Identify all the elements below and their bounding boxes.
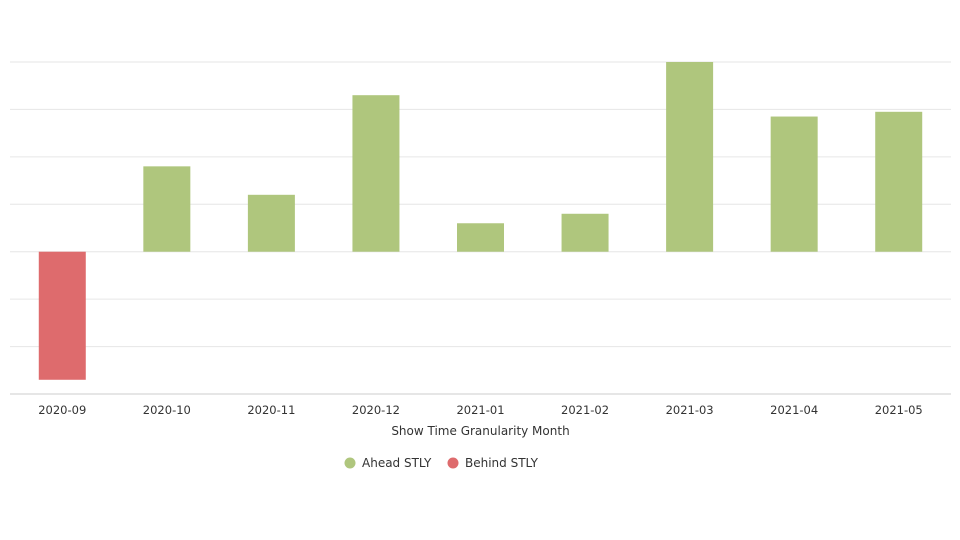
bar-2021-02[interactable] (561, 213, 609, 252)
x-tick-label: 2020-09 (38, 403, 86, 417)
bar-2021-05[interactable] (875, 111, 923, 252)
legend-marker-ahead[interactable] (344, 457, 356, 469)
x-axis-title: Show Time Granularity Month (391, 424, 569, 438)
bar-2020-11[interactable] (247, 194, 295, 252)
bar-2020-10[interactable] (143, 166, 191, 252)
bars (38, 62, 923, 380)
x-tick-label: 2021-03 (666, 403, 714, 417)
legend-marker-behind[interactable] (447, 457, 459, 469)
bar-2021-01[interactable] (457, 223, 504, 252)
x-tick-labels: 2020-09 2020-10 2020-11 2020-12 2021-01 2021-… (38, 403, 923, 417)
bar-2021-03[interactable] (666, 62, 714, 252)
x-tick-label: 2021-01 (456, 403, 504, 417)
x-tick-label: 2021-02 (561, 403, 609, 417)
x-tick-label: 2020-10 (143, 403, 191, 417)
legend-label-behind[interactable]: Behind STLY (465, 456, 539, 470)
bar-2020-12[interactable] (352, 95, 400, 252)
x-tick-label: 2020-12 (352, 403, 400, 417)
legend: Ahead STLY Behind STLY (344, 456, 539, 470)
x-tick-label: 2021-04 (770, 403, 818, 417)
legend-label-ahead[interactable]: Ahead STLY (362, 456, 432, 470)
x-tick-label: 2020-11 (247, 403, 295, 417)
bar-2020-09[interactable] (38, 251, 86, 380)
bar-2021-04[interactable] (770, 116, 818, 252)
x-tick-label: 2021-05 (875, 403, 923, 417)
